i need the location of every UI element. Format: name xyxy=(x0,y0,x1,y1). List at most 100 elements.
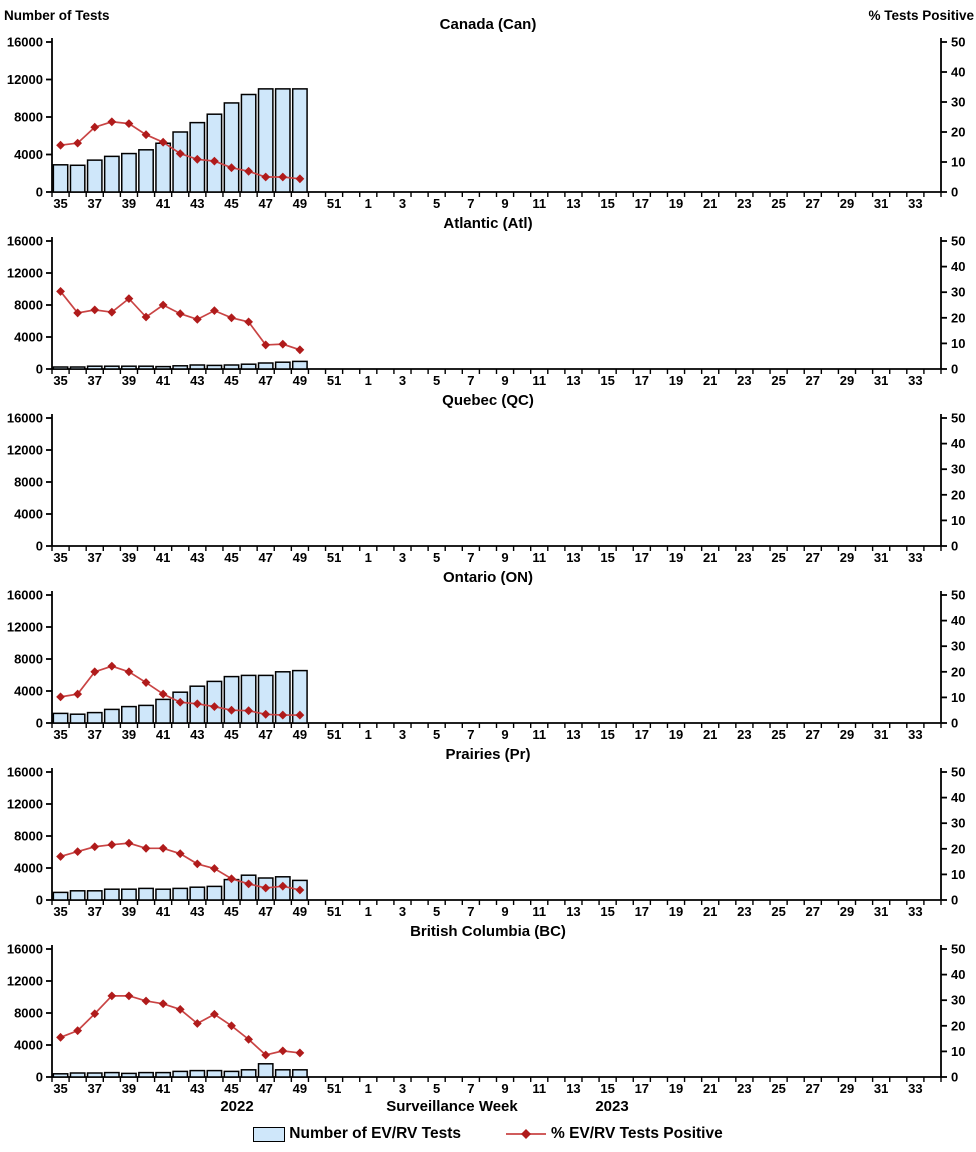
svg-text:37: 37 xyxy=(88,727,102,742)
pct-positive-line xyxy=(60,994,300,1056)
marker-week-49 xyxy=(295,710,305,720)
marker-week-37 xyxy=(90,667,100,677)
x-axis-caption-row: 2022 Surveillance Week 2023 xyxy=(0,1096,976,1120)
svg-text:15: 15 xyxy=(600,550,614,565)
bar-week-41 xyxy=(155,142,172,193)
marker-week-49 xyxy=(295,1048,305,1058)
bar-week-40 xyxy=(138,704,154,724)
marker-week-48 xyxy=(278,339,288,349)
svg-text:9: 9 xyxy=(501,373,508,388)
bar-week-48 xyxy=(274,88,291,193)
svg-text:43: 43 xyxy=(190,904,204,919)
svg-text:4000: 4000 xyxy=(14,684,43,699)
left-axis-title: Number of Tests xyxy=(4,8,110,23)
svg-text:0: 0 xyxy=(951,893,958,908)
svg-text:33: 33 xyxy=(908,196,922,211)
svg-text:40: 40 xyxy=(951,436,965,451)
svg-text:11: 11 xyxy=(532,727,546,742)
svg-text:30: 30 xyxy=(951,639,965,654)
svg-text:23: 23 xyxy=(737,373,751,388)
marker-week-37 xyxy=(90,305,100,315)
bar-week-47 xyxy=(257,674,274,724)
panel-title-prairies: Prairies (Pr) xyxy=(445,746,531,763)
svg-text:21: 21 xyxy=(703,1081,717,1096)
svg-text:0: 0 xyxy=(951,1070,958,1085)
marker-week-47 xyxy=(261,709,271,719)
bar-week-40 xyxy=(138,365,154,370)
svg-text:33: 33 xyxy=(908,727,922,742)
marker-week-49 xyxy=(295,174,305,184)
svg-text:8000: 8000 xyxy=(14,475,43,490)
svg-text:23: 23 xyxy=(737,727,751,742)
svg-text:10: 10 xyxy=(951,513,965,528)
svg-text:5: 5 xyxy=(433,550,440,565)
marker-week-38 xyxy=(107,991,117,1001)
svg-text:19: 19 xyxy=(669,904,683,919)
svg-text:9: 9 xyxy=(501,550,508,565)
svg-text:0: 0 xyxy=(36,185,43,200)
marker-week-40 xyxy=(141,312,151,322)
svg-text:3: 3 xyxy=(399,727,406,742)
marker-week-42 xyxy=(175,697,185,707)
svg-text:21: 21 xyxy=(703,373,717,388)
marker-week-44 xyxy=(210,702,219,712)
svg-text:0: 0 xyxy=(36,893,43,908)
bar-week-42 xyxy=(172,887,189,901)
svg-text:11: 11 xyxy=(532,196,546,211)
marker-week-44 xyxy=(210,156,219,166)
bar-week-42 xyxy=(172,365,189,370)
svg-text:25: 25 xyxy=(771,1081,785,1096)
marker-week-37 xyxy=(90,842,100,852)
svg-text:13: 13 xyxy=(566,727,580,742)
bar-week-39 xyxy=(121,705,137,724)
svg-text:49: 49 xyxy=(293,373,307,388)
svg-text:43: 43 xyxy=(190,373,204,388)
svg-text:15: 15 xyxy=(600,904,614,919)
svg-text:47: 47 xyxy=(258,196,272,211)
marker-week-35 xyxy=(56,852,65,861)
svg-text:9: 9 xyxy=(501,904,508,919)
marker-week-40 xyxy=(141,996,151,1006)
marker-week-39 xyxy=(124,838,134,848)
marker-week-48 xyxy=(278,881,288,891)
svg-text:39: 39 xyxy=(122,1081,136,1096)
svg-text:5: 5 xyxy=(433,373,440,388)
marker-week-47 xyxy=(261,172,271,182)
bar-week-39 xyxy=(121,1072,137,1078)
svg-text:4000: 4000 xyxy=(14,1038,43,1053)
svg-text:47: 47 xyxy=(258,904,272,919)
bar-week-40 xyxy=(138,149,154,193)
svg-text:45: 45 xyxy=(224,550,238,565)
svg-text:20: 20 xyxy=(951,125,965,140)
marker-week-46 xyxy=(244,166,254,176)
bar-week-39 xyxy=(121,888,137,901)
svg-text:12000: 12000 xyxy=(7,266,43,281)
svg-text:10: 10 xyxy=(951,867,965,882)
bar-week-38 xyxy=(103,1071,120,1078)
bar-week-43 xyxy=(189,1069,206,1078)
marker-week-36 xyxy=(73,138,83,148)
chart-panel-ontario: Ontario (ON) 0 4000 8000 12000 16000 0 10 20 30 4… xyxy=(0,565,976,742)
svg-text:37: 37 xyxy=(88,1081,102,1096)
bar-week-35 xyxy=(52,891,69,901)
svg-text:49: 49 xyxy=(293,1081,307,1096)
bar-week-37 xyxy=(86,365,103,370)
svg-text:15: 15 xyxy=(600,373,614,388)
svg-text:16000: 16000 xyxy=(7,588,43,603)
svg-text:41: 41 xyxy=(156,727,170,742)
svg-text:47: 47 xyxy=(258,373,272,388)
bar-week-42 xyxy=(172,1070,189,1078)
svg-text:1: 1 xyxy=(365,550,372,565)
svg-text:50: 50 xyxy=(951,411,965,426)
bar-week-39 xyxy=(121,152,137,193)
marker-week-40 xyxy=(141,843,151,853)
bar-week-37 xyxy=(86,711,103,724)
svg-text:45: 45 xyxy=(224,1081,238,1096)
svg-text:0: 0 xyxy=(951,362,958,377)
svg-text:5: 5 xyxy=(433,1081,440,1096)
svg-text:20: 20 xyxy=(951,310,965,325)
svg-text:51: 51 xyxy=(327,904,341,919)
svg-text:7: 7 xyxy=(467,550,474,565)
